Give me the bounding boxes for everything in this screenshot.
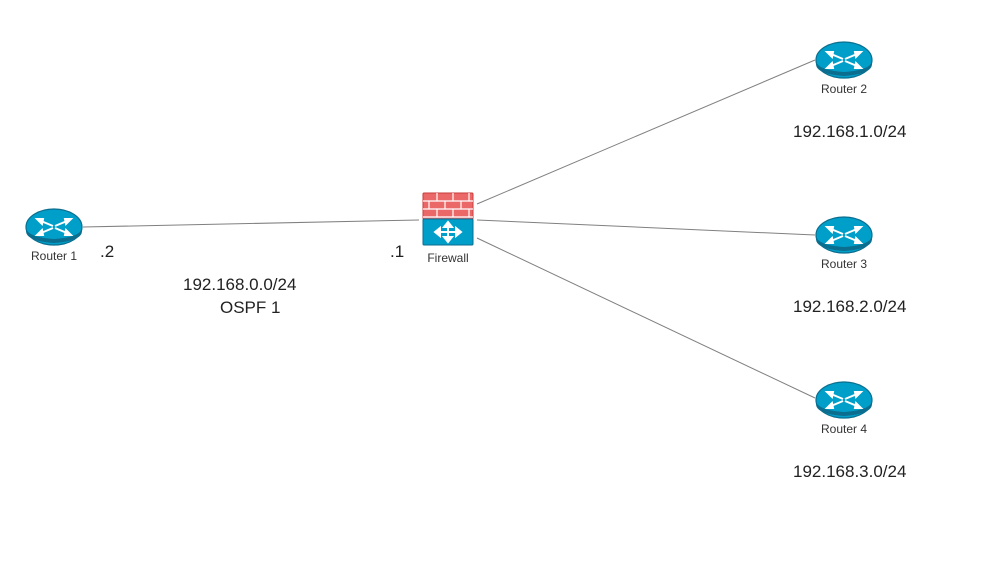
node-label: Firewall [419,251,477,265]
label-fw_host: .1 [390,242,404,262]
label-ospf: OSPF 1 [220,298,280,318]
router-icon [815,40,873,80]
node-r2: Router 2 [815,40,873,96]
link [477,238,815,398]
node-r4: Router 4 [815,380,873,436]
label-net0: 192.168.0.0/24 [183,275,296,295]
link [477,60,815,204]
node-label: Router 4 [815,422,873,436]
network-diagram: Router 1 Firewall Router 2 Router 3 Router 4… [0,0,999,562]
link [83,220,419,227]
router-icon [815,215,873,255]
node-r1: Router 1 [25,207,83,263]
router-icon [25,207,83,247]
label-net1: 192.168.1.0/24 [793,122,906,142]
router-icon [815,380,873,420]
label-net2: 192.168.2.0/24 [793,297,906,317]
label-net3: 192.168.3.0/24 [793,462,906,482]
label-r1_host: .2 [100,242,114,262]
node-label: Router 2 [815,82,873,96]
node-fw: Firewall [419,191,477,265]
node-label: Router 3 [815,257,873,271]
link [477,220,815,235]
node-label: Router 1 [25,249,83,263]
node-r3: Router 3 [815,215,873,271]
firewall-icon [419,191,477,249]
